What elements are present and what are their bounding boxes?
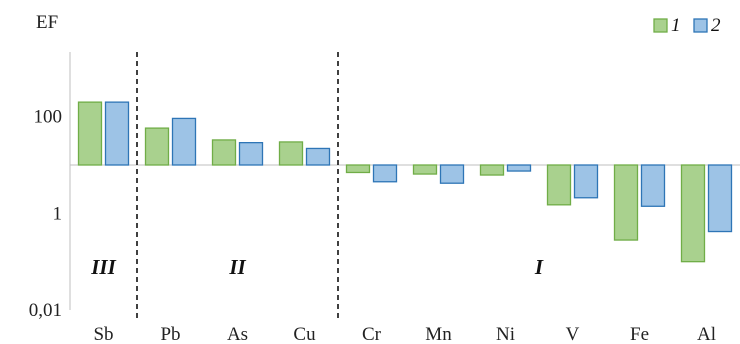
category-label-al: Al: [697, 324, 716, 344]
category-label-sb: Sb: [93, 324, 113, 344]
group-label-iii: III: [90, 255, 116, 279]
bars: [77, 101, 733, 263]
category-label-cr: Cr: [362, 324, 382, 344]
bar-pb-series-2: [171, 117, 197, 166]
bar-pb-series-1: [144, 127, 170, 166]
category-label-mn: Mn: [425, 324, 452, 344]
y-tick-label: 1: [53, 203, 63, 224]
bar-mn-series-1: [412, 164, 438, 175]
bar-cr-series-2: [372, 164, 398, 183]
category-label-pb: Pb: [160, 324, 180, 344]
bar-sb-series-2: [104, 101, 130, 166]
bar-cr-series-1: [345, 164, 371, 174]
bar-sb-series-1: [77, 101, 103, 166]
y-axis-label: EF: [36, 12, 58, 33]
bar-ni-series-2: [506, 164, 532, 172]
group-label-i: I: [534, 255, 544, 279]
bar-as-series-1: [211, 139, 237, 166]
y-tick-label: 100: [34, 107, 63, 128]
bar-al-series-1: [680, 164, 706, 263]
bar-al-series-2: [707, 164, 733, 233]
bar-fe-series-1: [613, 164, 639, 241]
category-label-as: As: [227, 324, 248, 344]
y-tick-label: 0,01: [29, 300, 62, 321]
legend-swatch-series-1: [653, 18, 668, 33]
bar-cu-series-2: [305, 147, 331, 166]
legend-label-series-1: 1: [671, 15, 681, 36]
legend-swatch-series-2: [693, 18, 708, 33]
bar-ni-series-1: [479, 164, 505, 176]
bar-v-series-1: [546, 164, 572, 206]
bar-mn-series-2: [439, 164, 465, 184]
legend-label-series-2: 2: [711, 15, 721, 36]
category-label-ni: Ni: [496, 324, 515, 344]
category-label-v: V: [566, 324, 580, 344]
bar-as-series-2: [238, 142, 264, 166]
category-label-cu: Cu: [293, 324, 316, 344]
group-label-ii: II: [228, 255, 246, 279]
category-label-fe: Fe: [630, 324, 649, 344]
bar-fe-series-2: [640, 164, 666, 207]
bar-cu-series-1: [278, 141, 304, 166]
bar-v-series-2: [573, 164, 599, 199]
